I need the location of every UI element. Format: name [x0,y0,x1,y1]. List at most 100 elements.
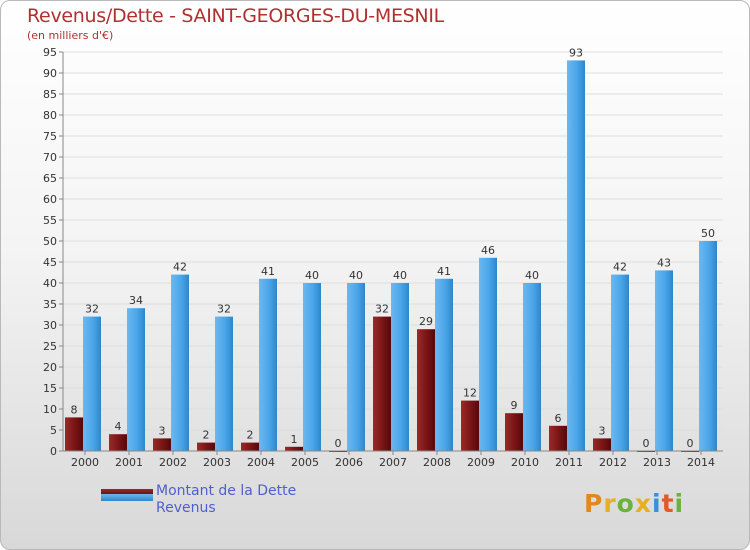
y-tick-label: 95 [43,46,57,59]
y-tick-label: 70 [43,151,57,164]
logo-letter: P [584,489,604,518]
debt-value-label: 4 [115,420,122,433]
debt-value-label: 3 [599,424,606,437]
y-tick-label: 30 [43,319,57,332]
logo-letter: i [652,489,662,518]
debt-value-label: 1 [291,433,298,446]
revenue-bar [479,257,497,451]
x-tick-label: 2012 [599,456,627,469]
debt-value-label: 0 [335,437,342,450]
revenue-value-label: 42 [173,261,187,274]
debt-bar [285,446,303,451]
debt-value-label: 8 [71,403,78,416]
x-tick-label: 2010 [511,456,539,469]
x-tick-label: 2005 [291,456,319,469]
x-tick-label: 2008 [423,456,451,469]
debt-bar [417,329,435,451]
x-tick-label: 2000 [71,456,99,469]
debt-value-label: 32 [375,303,389,316]
y-tick-label: 55 [43,214,57,227]
x-tick-label: 2013 [643,456,671,469]
debt-value-label: 2 [247,429,254,442]
revenue-value-label: 32 [217,303,231,316]
revenue-bar [347,283,365,451]
debt-value-label: 29 [419,315,433,328]
x-tick-label: 2009 [467,456,495,469]
revenue-bar [171,274,189,451]
debt-bar [65,417,83,451]
proxiti-logo: Proxiti [584,489,684,518]
logo-letter: x [634,489,652,518]
legend-label-revenus: Revenus [156,500,216,516]
revenue-value-label: 40 [349,269,363,282]
y-tick-label: 20 [43,361,57,374]
debt-value-label: 0 [687,437,694,450]
y-tick-label: 15 [43,382,57,395]
revenue-value-label: 40 [393,269,407,282]
x-tick-label: 2014 [687,456,715,469]
revenue-bar [699,241,717,451]
y-tick-label: 10 [43,403,57,416]
debt-bar [549,425,567,451]
y-tick-label: 0 [50,445,57,458]
chart-title: Revenus/Dette - SAINT-GEORGES-DU-MESNIL [27,5,444,27]
revenue-bar [435,278,453,451]
debt-value-label: 9 [511,399,518,412]
logo-letter: o [616,489,635,518]
legend-swatch-dette [101,489,153,496]
logo-letter: t [661,489,675,518]
debt-value-label: 0 [643,437,650,450]
revenue-value-label: 46 [481,244,495,257]
revenue-value-label: 42 [613,261,627,274]
revenue-value-label: 93 [569,46,583,59]
debt-bar [197,442,215,451]
y-tick-label: 90 [43,67,57,80]
x-tick-label: 2007 [379,456,407,469]
y-tick-label: 80 [43,109,57,122]
revenue-bar [391,283,409,451]
chart-subtitle: (en milliers d'€) [27,29,114,42]
x-tick-label: 2001 [115,456,143,469]
y-tick-label: 40 [43,277,57,290]
logo-letter: i [674,489,685,518]
x-tick-label: 2004 [247,456,275,469]
revenue-bar [83,316,101,451]
debt-bar [461,400,479,451]
legend-swatch-revenus [101,494,153,501]
revenue-bar [567,60,585,452]
revenue-bar [127,308,145,451]
revenue-value-label: 34 [129,294,143,307]
y-tick-label: 45 [43,256,57,269]
y-tick-label: 75 [43,130,57,143]
revenue-value-label: 50 [701,227,715,240]
y-tick-label: 85 [43,88,57,101]
x-tick-label: 2002 [159,456,187,469]
revenue-value-label: 41 [437,265,451,278]
revenue-bar [215,316,233,451]
y-tick-label: 60 [43,193,57,206]
debt-bar [109,434,127,451]
revenue-bar [303,283,321,451]
revenue-value-label: 41 [261,265,275,278]
x-tick-label: 2003 [203,456,231,469]
logo-letter: r [603,489,617,518]
revenue-value-label: 43 [657,256,671,269]
revenue-bar [655,270,673,451]
debt-value-label: 2 [203,429,210,442]
debt-bar [593,438,611,451]
revenue-bar [259,278,277,451]
y-tick-label: 35 [43,298,57,311]
revenue-value-label: 40 [305,269,319,282]
revenue-value-label: 40 [525,269,539,282]
debt-bar [505,413,523,451]
revenue-bar [523,283,541,451]
debt-value-label: 6 [555,412,562,425]
debt-bar [373,316,391,451]
debt-value-label: 3 [159,424,166,437]
revenue-value-label: 32 [85,303,99,316]
legend-label-dette: Montant de la Dette [156,483,297,499]
y-tick-label: 25 [43,340,57,353]
x-tick-label: 2011 [555,456,583,469]
